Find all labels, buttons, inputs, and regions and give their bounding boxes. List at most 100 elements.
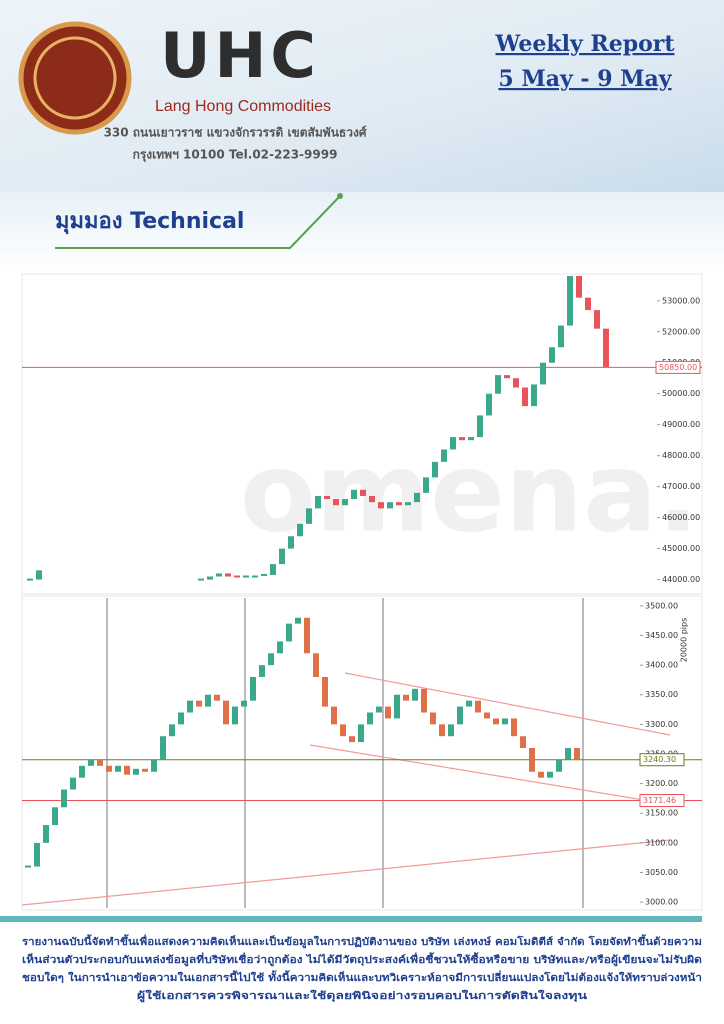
annotation: 20000 pips [680, 618, 689, 663]
candle [27, 578, 33, 581]
candle [216, 573, 222, 577]
disclaimer-line: รายงานฉบับนี้จัดทำขึ้นเพื่อแสดงความคิดเห… [22, 934, 702, 949]
candle [207, 576, 213, 580]
candle [405, 502, 411, 506]
y-tick-label: 3200.00 [645, 779, 678, 788]
candle [466, 700, 472, 707]
candle [567, 276, 573, 326]
candle [603, 328, 609, 368]
report-title: Weekly Report [494, 31, 675, 57]
candle [441, 449, 447, 462]
price-tag [639, 753, 685, 767]
candle [187, 700, 193, 713]
logo-seal-ring [33, 36, 117, 120]
footer-bar [0, 916, 702, 922]
y-tick-label: 3150.00 [645, 809, 678, 818]
price-tag [655, 360, 701, 374]
candle [79, 765, 85, 778]
company-name: Lang Hong Commodities [155, 98, 331, 115]
candle [531, 384, 537, 407]
candle [432, 461, 438, 478]
candle [277, 641, 283, 654]
watermark: omena. [240, 428, 699, 556]
candle [304, 617, 310, 654]
logo: UHC [160, 19, 320, 92]
candle [367, 712, 373, 725]
candle [459, 437, 465, 441]
title-decoration-dot [337, 193, 343, 199]
candle [270, 564, 276, 575]
candle [387, 502, 393, 509]
y-tick-label: 53000.00 [662, 296, 700, 305]
candle [522, 387, 528, 407]
candle [43, 825, 49, 843]
candle [214, 694, 220, 701]
candle [70, 777, 76, 790]
candle [394, 694, 400, 719]
candle [385, 706, 391, 719]
candle [243, 575, 249, 578]
candle [333, 499, 339, 506]
candle [115, 765, 121, 772]
candle [477, 415, 483, 438]
candle [340, 724, 346, 737]
candle [495, 375, 501, 394]
candle [324, 495, 330, 500]
candle [412, 688, 418, 701]
candle [513, 378, 519, 388]
candle [297, 523, 303, 537]
candle [457, 706, 463, 725]
candle [349, 736, 355, 743]
candle [486, 393, 492, 416]
address: 330 ถนนเยาวราช แขวงจักรวรรดิ เขตสัมพันธว… [104, 126, 367, 140]
candle [331, 706, 337, 725]
y-tick-label: 45000.00 [662, 544, 700, 553]
candle [36, 570, 42, 580]
candle [576, 276, 582, 298]
disclaimer-line: ชอบใดๆ ในการนำเอาข้อความในเอกสารนี้ไปใช้… [22, 970, 702, 984]
y-tick-label: 3050.00 [645, 868, 678, 877]
price-tag [639, 794, 685, 808]
candle [421, 688, 427, 713]
candle [178, 712, 184, 725]
candle [306, 508, 312, 524]
candle [259, 665, 265, 677]
y-tick-label: 49000.00 [662, 420, 700, 429]
candle [502, 718, 508, 725]
candle [286, 623, 292, 642]
candle [475, 700, 481, 713]
chart-2-grid [106, 598, 584, 908]
candle [252, 575, 258, 578]
candle [538, 771, 544, 778]
candle [261, 573, 267, 576]
candle [520, 736, 526, 749]
candle [468, 437, 474, 441]
candle [52, 807, 58, 826]
candle [439, 724, 445, 737]
candle [34, 842, 40, 867]
candle [313, 653, 319, 677]
y-tick-label: 48000.00 [662, 451, 700, 460]
candle [268, 653, 274, 666]
candle [295, 617, 301, 624]
y-tick-label: 3500.00 [645, 601, 678, 610]
candle [205, 694, 211, 707]
candle [169, 724, 175, 737]
candle [322, 676, 328, 707]
candle [549, 347, 555, 363]
candle [133, 768, 139, 775]
candle [342, 499, 348, 506]
y-tick-label: 50000.00 [662, 389, 700, 398]
candle [396, 502, 402, 506]
candle [232, 706, 238, 725]
date-range: 5 May - 9 May [498, 66, 672, 92]
y-tick-label: 3100.00 [645, 838, 678, 847]
candle [198, 578, 204, 581]
trendline [309, 744, 663, 804]
y-tick-label: 3000.00 [645, 898, 678, 907]
y-tick-label: 3400.00 [645, 661, 678, 670]
candle [279, 548, 285, 565]
candle [414, 492, 420, 503]
trendline [21, 839, 671, 906]
